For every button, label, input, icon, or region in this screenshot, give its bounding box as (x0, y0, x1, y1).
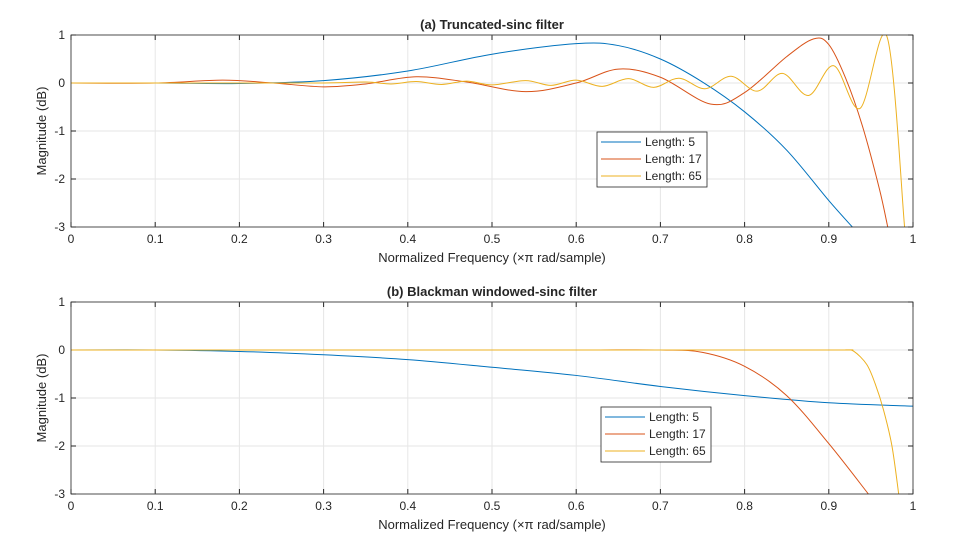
x-tick-label: 0.3 (315, 499, 332, 513)
x-tick-label: 1 (910, 232, 917, 246)
series-line-1 (71, 349, 913, 407)
x-tick-label: 0.8 (736, 232, 753, 246)
y-tick-label: -2 (54, 439, 65, 453)
x-tick-label: 0.6 (568, 232, 585, 246)
axes-box (70, 34, 914, 228)
legend-label: Length: 65 (645, 169, 702, 183)
x-tick-label: 0.3 (315, 232, 332, 246)
x-tick-label: 0.1 (147, 499, 164, 513)
legend: Length: 5 Length: 17 Length: 65 (600, 406, 712, 463)
x-tick-label: 0.9 (820, 232, 837, 246)
legend-label: Length: 5 (649, 410, 699, 424)
x-tick-label: 0 (68, 499, 75, 513)
y-tick-label: -2 (54, 172, 65, 186)
x-tick-label: 0.4 (399, 232, 416, 246)
x-tick-label: 0.7 (652, 232, 669, 246)
y-tick-label: -1 (54, 124, 65, 138)
x-axis-label: Normalized Frequency (×π rad/sample) (378, 250, 606, 265)
series-line-3 (71, 349, 900, 494)
axes-box (70, 301, 914, 495)
y-tick-label: 1 (58, 295, 65, 309)
legend-label: Length: 5 (645, 135, 695, 149)
y-tick-label: 1 (58, 28, 65, 42)
series-line-3 (71, 35, 906, 227)
y-tick-label: -1 (54, 391, 65, 405)
y-tick-label: -3 (54, 487, 65, 501)
x-tick-label: 0.6 (568, 499, 585, 513)
y-axis-label: Magnitude (dB) (34, 87, 49, 176)
legend-label: Length: 17 (649, 427, 706, 441)
y-tick-label: 0 (58, 343, 65, 357)
y-tick-label: 0 (58, 76, 65, 90)
x-tick-label: 0.2 (231, 232, 248, 246)
x-tick-label: 0.8 (736, 499, 753, 513)
x-tick-label: 1 (910, 499, 917, 513)
subplot-1: 0 0.1 0.2 0.3 0.4 0.5 0.6 0.7 0.8 0.9 1 -3 -2 -1 0 1 (a)… (34, 17, 917, 265)
x-axis-label: Normalized Frequency (×π rad/sample) (378, 517, 606, 532)
legend-label: Length: 65 (649, 444, 706, 458)
legend: Length: 5 Length: 17 Length: 65 (596, 131, 708, 188)
x-tick-label: 0.5 (484, 499, 501, 513)
x-tick-label: 0.9 (820, 499, 837, 513)
x-tick-label: 0.5 (484, 232, 501, 246)
x-tick-label: 0 (68, 232, 75, 246)
chart-title: (a) Truncated-sinc filter (420, 17, 564, 32)
x-tick-label: 0.1 (147, 232, 164, 246)
x-tick-label: 0.2 (231, 499, 248, 513)
subplot-2: 0 0.1 0.2 0.3 0.4 0.5 0.6 0.7 0.8 0.9 1 -3 -2 -1 0 1 (b)… (34, 284, 917, 532)
legend-label: Length: 17 (645, 152, 702, 166)
x-tick-label: 0.4 (399, 499, 416, 513)
y-axis-label: Magnitude (dB) (34, 354, 49, 443)
y-tick-label: -3 (54, 220, 65, 234)
x-tick-label: 0.7 (652, 499, 669, 513)
chart-title: (b) Blackman windowed-sinc filter (387, 284, 597, 299)
